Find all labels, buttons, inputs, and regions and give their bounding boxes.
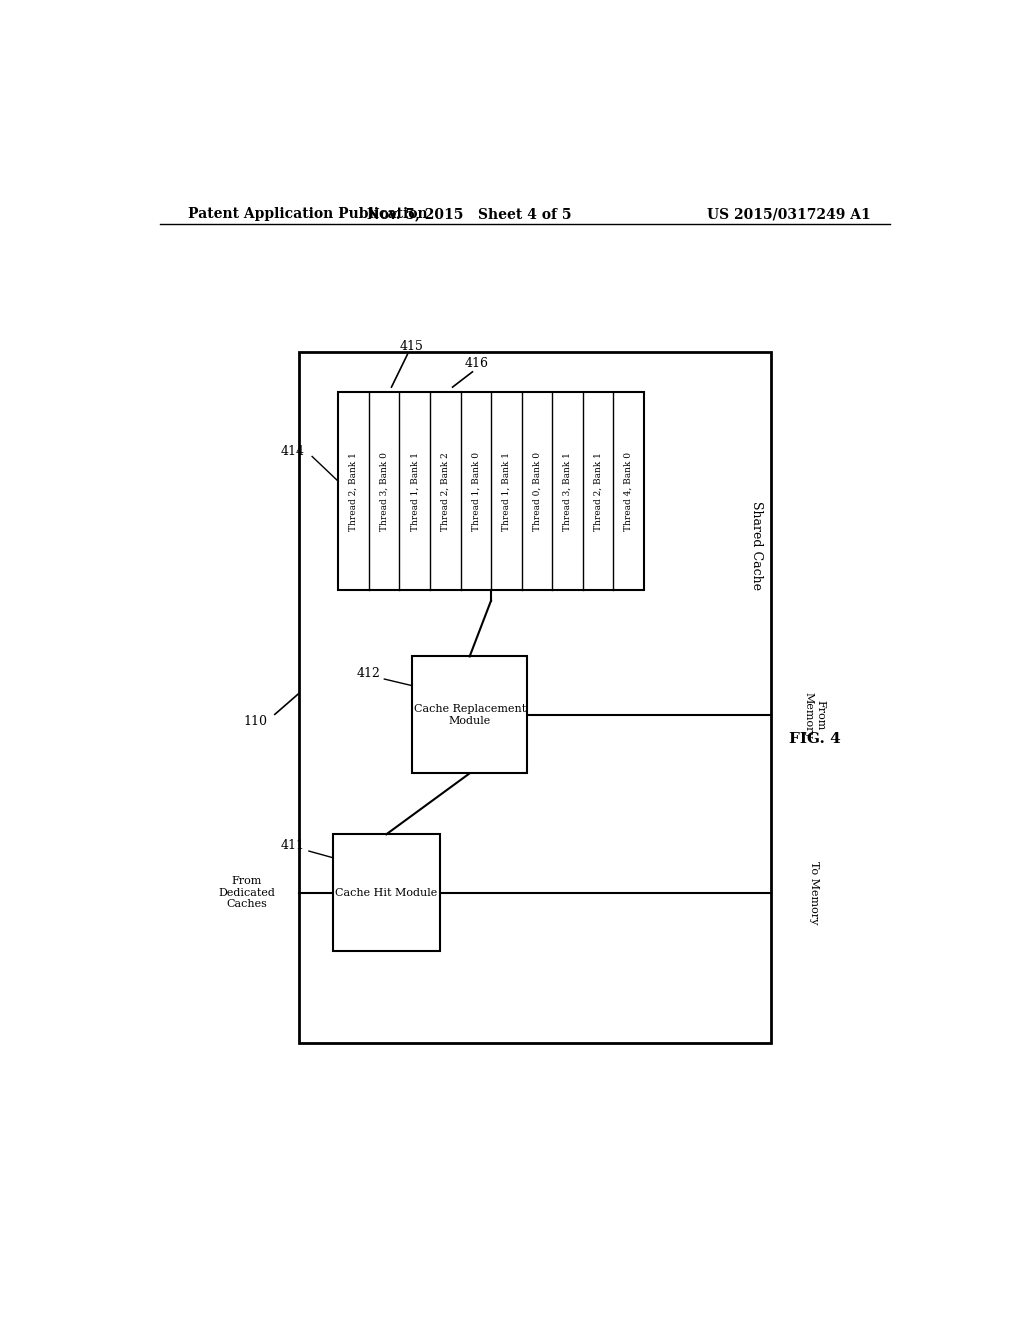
Text: 411: 411 — [281, 840, 305, 853]
Text: Thread 3, Bank 0: Thread 3, Bank 0 — [380, 451, 389, 531]
Bar — [299, 351, 771, 1043]
Text: Shared Cache: Shared Cache — [750, 500, 763, 590]
Text: 412: 412 — [356, 668, 380, 681]
Text: Thread 2, Bank 1: Thread 2, Bank 1 — [594, 451, 602, 531]
Text: Thread 1, Bank 0: Thread 1, Bank 0 — [471, 451, 480, 531]
Text: 414: 414 — [281, 445, 304, 458]
Text: Cache Hit Module: Cache Hit Module — [335, 888, 437, 898]
Text: From
Dedicated
Caches: From Dedicated Caches — [218, 876, 275, 909]
Bar — [333, 834, 440, 952]
Text: Thread 1, Bank 1: Thread 1, Bank 1 — [411, 451, 419, 531]
Text: US 2015/0317249 A1: US 2015/0317249 A1 — [708, 207, 871, 222]
Text: 416: 416 — [465, 358, 488, 370]
Text: FIG. 4: FIG. 4 — [788, 731, 841, 746]
Text: Nov. 5, 2015   Sheet 4 of 5: Nov. 5, 2015 Sheet 4 of 5 — [367, 207, 571, 222]
Bar — [338, 392, 644, 590]
Text: Thread 2, Bank 2: Thread 2, Bank 2 — [440, 451, 450, 531]
Text: From
Memory: From Memory — [804, 692, 825, 738]
Text: Thread 1, Bank 1: Thread 1, Bank 1 — [502, 451, 511, 531]
Text: Thread 3, Bank 1: Thread 3, Bank 1 — [563, 451, 572, 531]
Text: Patent Application Publication: Patent Application Publication — [187, 207, 427, 222]
Bar — [412, 656, 527, 774]
Text: To Memory: To Memory — [809, 861, 819, 924]
Text: 415: 415 — [399, 341, 423, 352]
Text: Thread 2, Bank 1: Thread 2, Bank 1 — [349, 451, 358, 531]
Text: 110: 110 — [243, 715, 267, 727]
Text: Thread 4, Bank 0: Thread 4, Bank 0 — [624, 451, 633, 531]
Text: Cache Replacement
Module: Cache Replacement Module — [414, 704, 525, 726]
Text: Thread 0, Bank 0: Thread 0, Bank 0 — [532, 451, 542, 531]
